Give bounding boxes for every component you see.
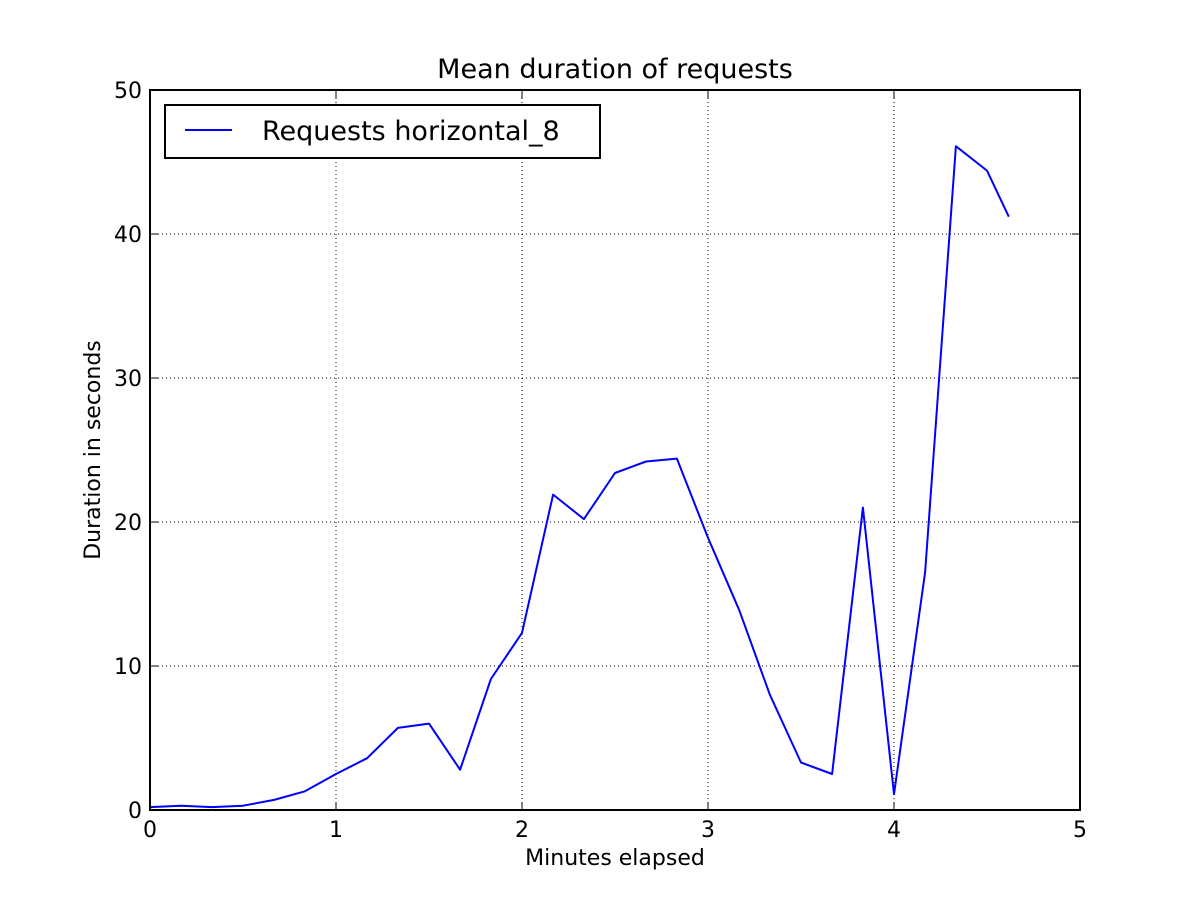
legend-label: Requests horizontal_8 <box>262 116 560 147</box>
legend-box <box>164 104 601 159</box>
x-tick-label: 1 <box>329 818 343 843</box>
legend: Requests horizontal_8 <box>164 104 601 159</box>
x-axis-label: Minutes elapsed <box>525 846 705 871</box>
axes-frame <box>149 89 1081 811</box>
y-tick-label: 50 <box>114 79 142 104</box>
y-tick-label: 40 <box>114 223 142 248</box>
x-tick-label: 2 <box>515 818 529 843</box>
chart-title: Mean duration of requests <box>437 54 793 85</box>
y-tick-label: 0 <box>128 799 142 824</box>
x-tick-label: 3 <box>701 818 715 843</box>
grid-lines <box>150 90 1080 810</box>
x-tick-label: 5 <box>1073 818 1087 843</box>
x-tick-label: 4 <box>887 818 901 843</box>
series-line <box>149 145 1010 809</box>
x-tick-label: 0 <box>143 818 157 843</box>
y-tick-label: 20 <box>114 511 142 536</box>
y-tick-label: 30 <box>114 367 142 392</box>
y-tick-label: 10 <box>114 655 142 680</box>
y-axis-label: Duration in seconds <box>81 340 106 560</box>
